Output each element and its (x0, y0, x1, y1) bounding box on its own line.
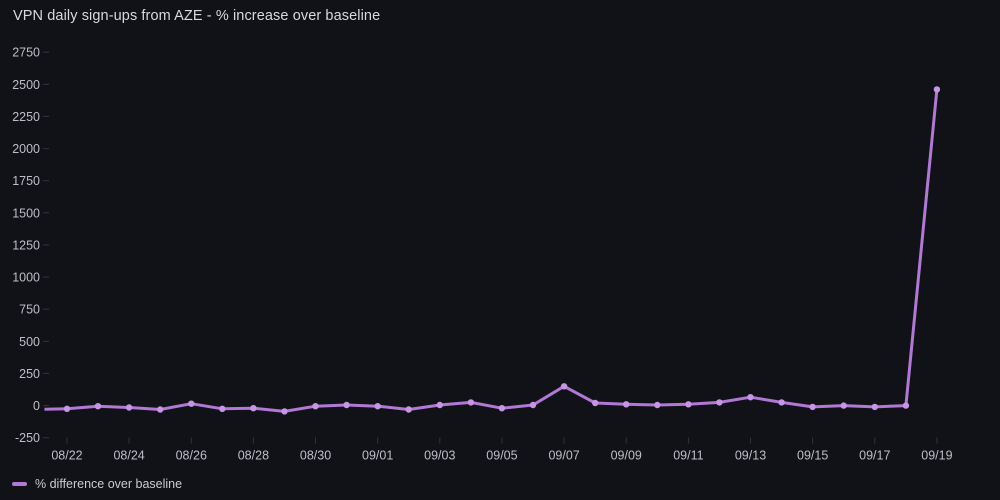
y-axis-tick-label: 1750 (12, 174, 40, 188)
data-point (250, 405, 257, 412)
x-axis-tick-label: 09/07 (548, 449, 579, 463)
chart-title: VPN daily sign-ups from AZE - % increase… (13, 8, 381, 24)
data-point (560, 383, 568, 390)
data-point (685, 401, 692, 408)
data-point (312, 403, 319, 410)
data-point (281, 408, 288, 415)
series-group (44, 86, 941, 415)
data-point (778, 399, 785, 406)
legend-item[interactable]: % difference over baseline (12, 477, 182, 491)
legend: % difference over baseline (12, 477, 182, 491)
x-axis-tick-label: 09/19 (921, 449, 952, 463)
x-axis-tick-label: 09/15 (797, 449, 828, 463)
data-point (405, 406, 412, 413)
x-axis-tick-label: 09/05 (486, 449, 517, 463)
x-axis-tick-label: 08/24 (113, 449, 144, 463)
data-point (498, 405, 506, 412)
data-point (623, 401, 630, 408)
data-point (343, 401, 350, 409)
y-axis: -250 0 250 500 750 1000 1250 1500 1750 2000 2250 25… (12, 46, 49, 445)
data-point (716, 399, 723, 406)
data-point (592, 399, 599, 407)
x-axis-tick-label: 08/30 (300, 449, 331, 463)
data-point (902, 402, 910, 409)
data-point (840, 402, 847, 409)
x-axis-tick-label: 09/03 (424, 449, 455, 463)
data-point (94, 403, 102, 410)
data-point (125, 404, 133, 411)
y-axis-tick-label: 1000 (12, 271, 40, 285)
data-point (654, 401, 661, 409)
x-axis-tick-label: 08/28 (238, 449, 269, 463)
x-axis-tick-label: 09/11 (673, 449, 703, 463)
x-axis: 08/22 08/24 08/26 08/28 08/30 09/01 09/03 09/05… (51, 437, 953, 463)
data-point (933, 86, 941, 93)
y-axis-tick-label: 500 (19, 335, 40, 349)
y-axis-tick-label: 250 (19, 367, 40, 381)
data-point (467, 399, 475, 406)
data-point (809, 403, 816, 411)
legend-swatch-icon (12, 482, 27, 486)
y-axis-tick-label: 2250 (12, 110, 40, 124)
data-point (436, 401, 443, 409)
series-line (44, 87, 939, 413)
y-axis-tick-label: 2000 (12, 142, 40, 156)
y-axis-tick-label: 2750 (12, 46, 40, 60)
data-point (374, 403, 381, 410)
x-axis-tick-label: 08/22 (51, 449, 82, 463)
y-axis-tick-label: 0 (33, 399, 40, 413)
x-axis-tick-label: 09/01 (362, 449, 393, 463)
data-point (529, 401, 537, 409)
y-axis-tick-label: 2500 (12, 78, 40, 92)
data-point (188, 400, 195, 407)
data-point (157, 406, 164, 413)
data-point (747, 394, 754, 401)
data-point (63, 405, 71, 412)
x-axis-tick-label: 08/26 (176, 449, 207, 463)
y-axis-tick-label: 750 (19, 303, 40, 317)
legend-label: % difference over baseline (35, 477, 183, 491)
data-point (219, 405, 226, 412)
x-axis-tick-label: 09/17 (859, 449, 890, 463)
x-axis-tick-label: 09/09 (611, 449, 642, 463)
y-axis-tick-label: 1500 (12, 206, 40, 220)
data-point (871, 403, 878, 411)
y-axis-tick-label: 1250 (12, 238, 40, 252)
y-axis-tick-label: -250 (15, 431, 40, 445)
x-axis-tick-label: 09/13 (735, 449, 766, 463)
